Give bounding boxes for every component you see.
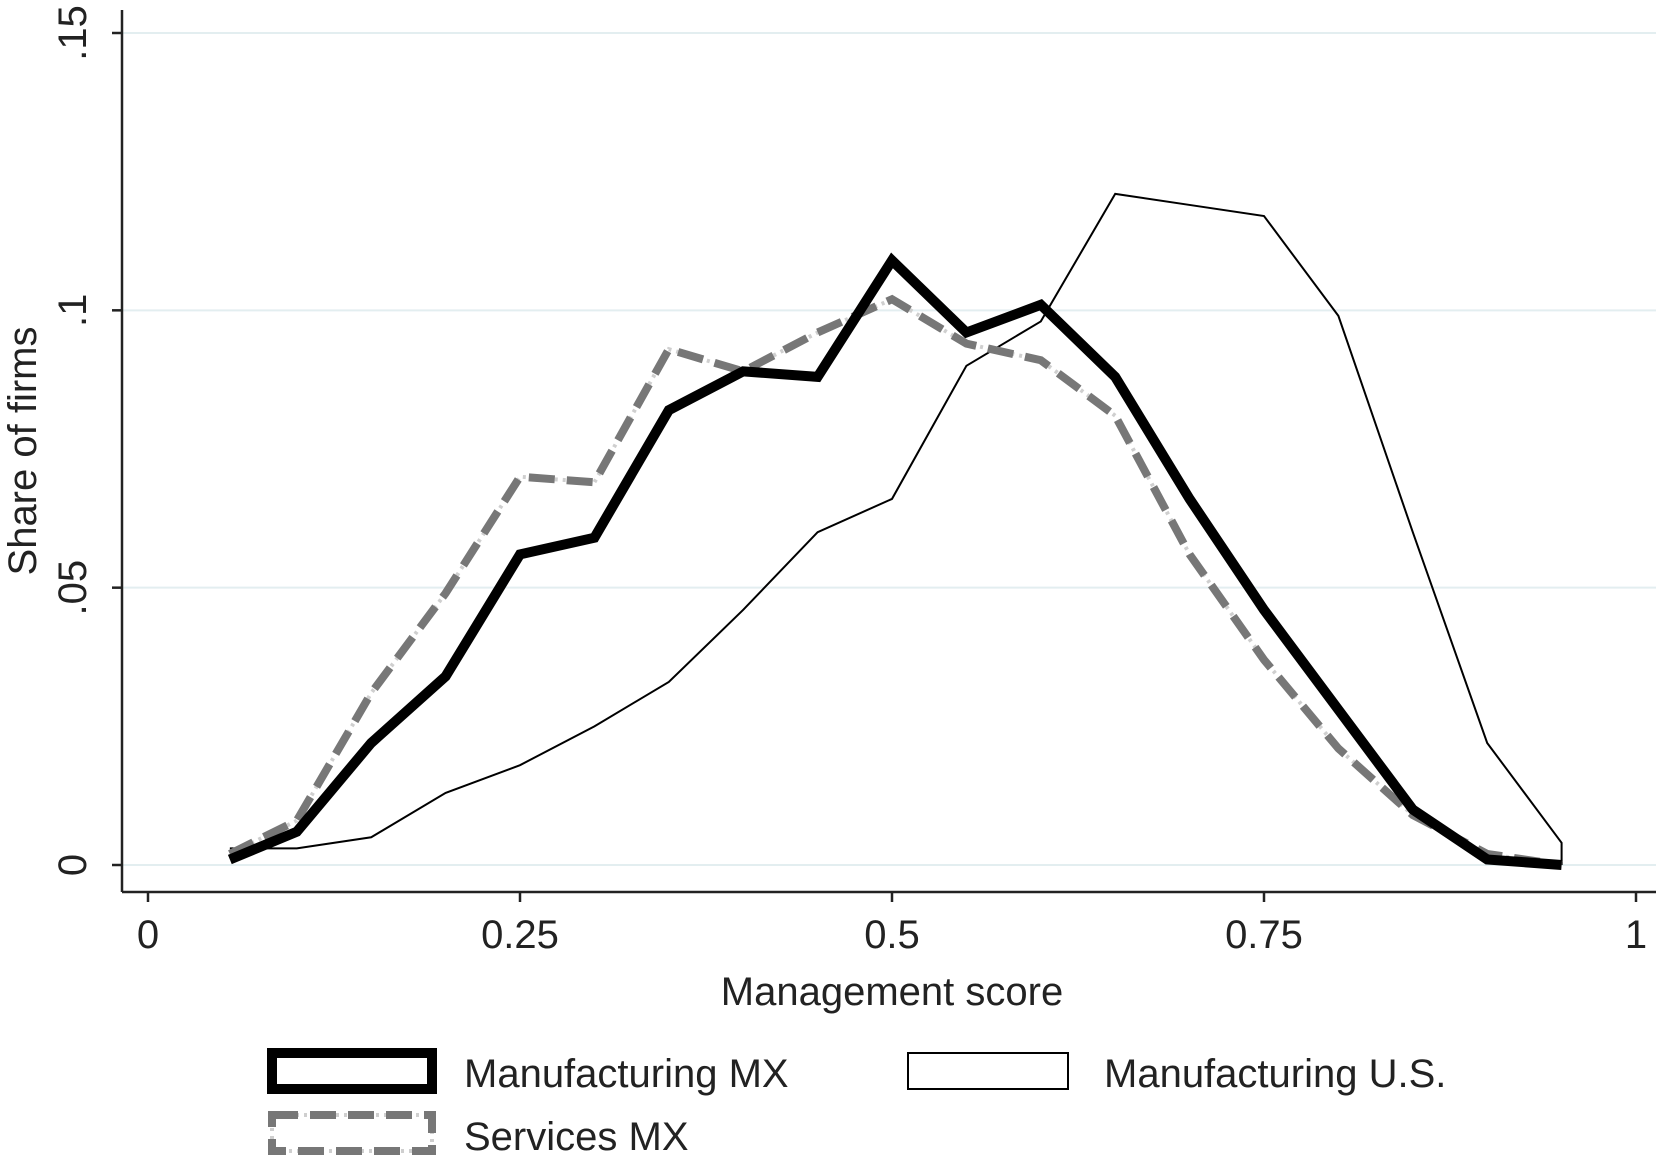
y-tick-label: .15 [51,5,95,61]
legend: Manufacturing MX Manufacturing U.S. Servic… [267,1048,1446,1159]
y-tick-label: .1 [51,294,95,327]
ticks: 0 .05 .1 .15 0 0.25 0.5 0.75 1 [51,5,1647,957]
gridlines [122,32,1656,866]
x-tick-label: 0.25 [481,913,559,957]
legend-services-mx-swatch-overlay [270,1113,434,1153]
x-tick-label: 0 [137,913,159,957]
series-line-manufacturing-mx [227,252,1562,870]
y-tick-label: .05 [51,560,95,616]
legend-manufacturing-u-s-swatch [907,1052,1069,1090]
legend-manufacturing-u-s-label: Manufacturing U.S. [1104,1052,1446,1096]
x-tick-label: 0.75 [1225,913,1303,957]
y-axis-title: Share of firms [1,327,45,576]
y-tick-label: 0 [51,854,95,876]
legend-manufacturing-mx-swatch [267,1048,437,1094]
x-tick-label: 0.5 [864,913,920,957]
legend-manufacturing-mx-label: Manufacturing MX [464,1052,789,1096]
axes [120,10,1656,894]
series-line-services-mx-overlay [228,294,1563,869]
series-line-manufacturing-u-s [229,192,1563,865]
legend-services-mx-swatch [268,1111,436,1155]
legend-services-mx-label: Services MX [464,1115,689,1159]
x-tick-label: 1 [1625,913,1647,957]
series [227,192,1563,870]
x-axis-title: Management score [721,970,1063,1014]
